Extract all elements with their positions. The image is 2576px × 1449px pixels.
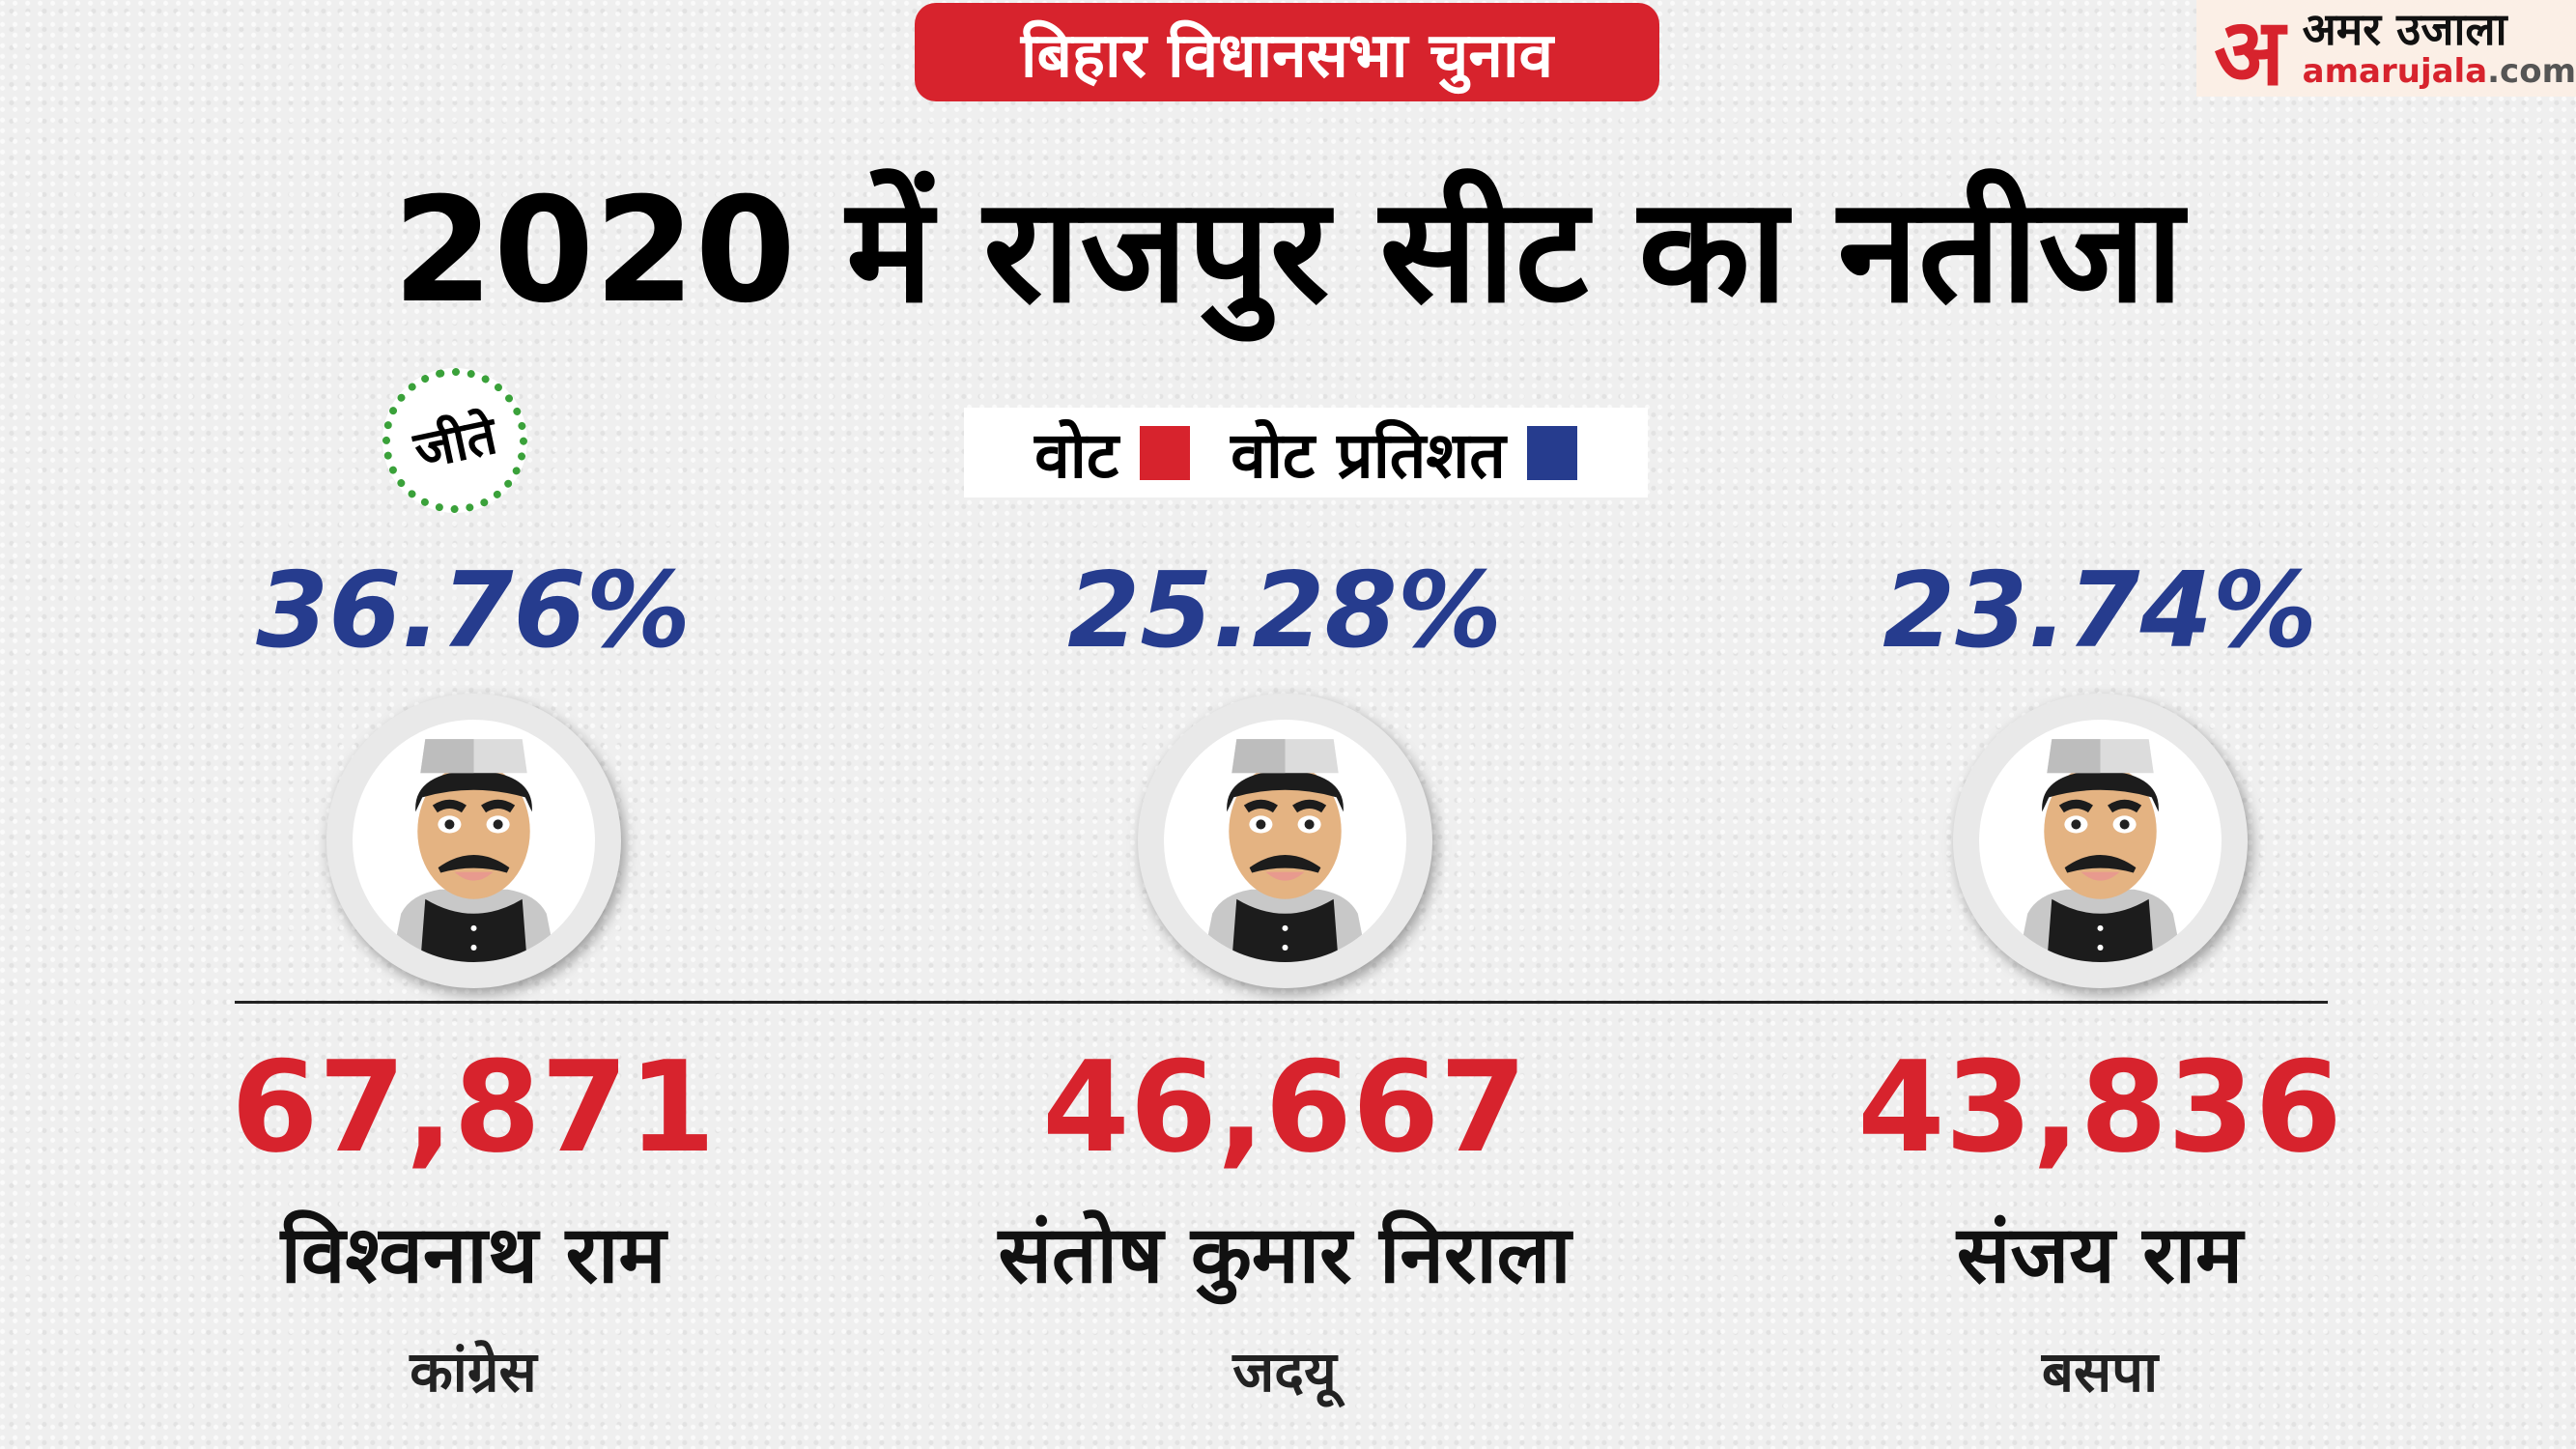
legend-votes-label: वोट xyxy=(1034,417,1119,493)
logo-tld: .com xyxy=(2487,52,2576,91)
page-title: 2020 में राजपुर सीट का नतीजा xyxy=(392,167,2184,335)
legend-percent-swatch xyxy=(1526,425,1577,480)
politician-avatar-icon xyxy=(1979,720,2222,962)
legend-percent-label: वोट प्रतिशत xyxy=(1231,417,1506,493)
vote-count: 46,667 xyxy=(1042,1034,1527,1180)
vote-count: 43,836 xyxy=(1857,1034,2342,1180)
vote-count: 67,871 xyxy=(231,1034,716,1180)
candidate-avatar xyxy=(326,694,621,988)
vote-percent: 36.76% xyxy=(256,551,691,671)
election-badge: बिहार विधानसभा चुनाव xyxy=(915,3,1659,101)
party-name: जदयू xyxy=(1232,1339,1337,1405)
politician-avatar-icon xyxy=(353,720,595,962)
amarujala-logo: अ अमर उजाला amarujala.com xyxy=(2196,0,2576,106)
logo-hindi: अमर उजाला xyxy=(2302,3,2507,55)
winner-badge: जीते xyxy=(369,355,541,526)
candidate-name: संजय राम xyxy=(1956,1209,2244,1301)
candidate-avatar xyxy=(1953,694,2248,988)
vote-percent: 23.74% xyxy=(1882,551,2317,671)
politician-avatar-icon xyxy=(1164,720,1406,962)
divider xyxy=(235,1001,2328,1004)
logo-domain: amarujala xyxy=(2302,52,2488,91)
party-name: कांग्रेस xyxy=(410,1339,537,1405)
legend: वोट वोट प्रतिशत xyxy=(964,408,1648,497)
party-name: बसपा xyxy=(2041,1339,2159,1405)
logo-mark: अ xyxy=(2214,0,2285,106)
candidate-avatar xyxy=(1138,694,1432,988)
legend-votes-swatch xyxy=(1140,425,1191,480)
vote-percent: 25.28% xyxy=(1067,551,1502,671)
candidate-name: संतोष कुमार निराला xyxy=(998,1209,1571,1301)
candidate-name: विश्वनाथ राम xyxy=(280,1209,666,1301)
